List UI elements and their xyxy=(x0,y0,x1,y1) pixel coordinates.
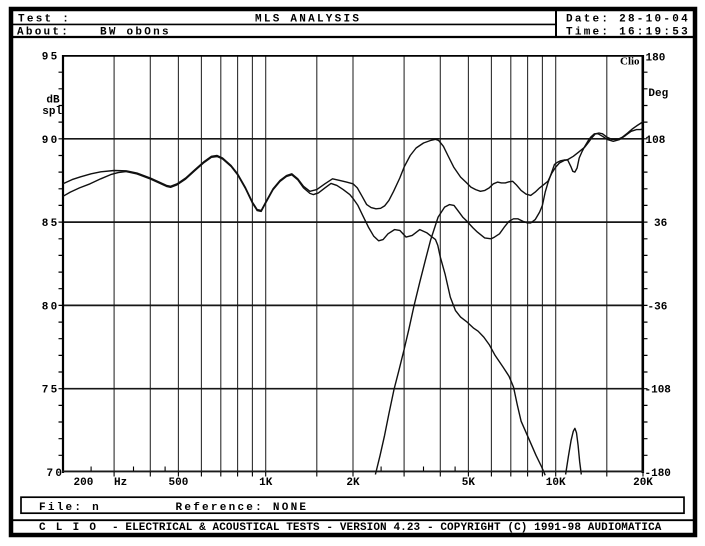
svg-text:500: 500 xyxy=(169,477,189,489)
svg-text:108: 108 xyxy=(646,135,666,147)
svg-text:Hz: Hz xyxy=(114,477,127,489)
svg-text:20K: 20K xyxy=(633,477,653,489)
svg-text:10K: 10K xyxy=(546,477,566,489)
svg-text:Reference: NONE: Reference: NONE xyxy=(176,502,309,514)
svg-text:- ELECTRICAL & ACOUSTICAL TEST: - ELECTRICAL & ACOUSTICAL TESTS - VERSIO… xyxy=(112,522,662,534)
svg-text:200: 200 xyxy=(74,477,94,489)
svg-text:70: 70 xyxy=(47,468,65,480)
svg-text:MLS ANALYSIS: MLS ANALYSIS xyxy=(255,14,361,26)
svg-text:About:: About: xyxy=(17,27,70,39)
svg-text:1K: 1K xyxy=(259,477,273,489)
svg-text:5K: 5K xyxy=(462,477,476,489)
svg-text:80: 80 xyxy=(42,301,60,313)
svg-text:Deg: Deg xyxy=(648,88,668,100)
svg-text:85: 85 xyxy=(42,218,60,230)
svg-text:2K: 2K xyxy=(346,477,360,489)
svg-text:Test :: Test : xyxy=(18,14,71,26)
svg-text:spl: spl xyxy=(42,106,62,118)
svg-text:90: 90 xyxy=(42,135,60,147)
svg-text:Date: 28-10-04: Date: 28-10-04 xyxy=(566,14,690,26)
svg-text:C L I O: C L I O xyxy=(39,522,98,534)
svg-text:36: 36 xyxy=(654,218,667,230)
svg-text:75: 75 xyxy=(42,385,60,397)
svg-text:Clio: Clio xyxy=(620,56,640,68)
svg-text:180: 180 xyxy=(646,53,666,65)
svg-text:File: n: File: n xyxy=(39,502,101,514)
svg-text:BW obOns: BW obOns xyxy=(100,27,171,39)
svg-text:-108: -108 xyxy=(645,385,672,397)
svg-text:-180: -180 xyxy=(645,468,671,480)
svg-text:Time: 16:19:53: Time: 16:19:53 xyxy=(566,27,690,39)
svg-text:-36: -36 xyxy=(648,301,668,313)
svg-text:95: 95 xyxy=(42,52,60,64)
svg-text:dB: dB xyxy=(46,95,60,107)
